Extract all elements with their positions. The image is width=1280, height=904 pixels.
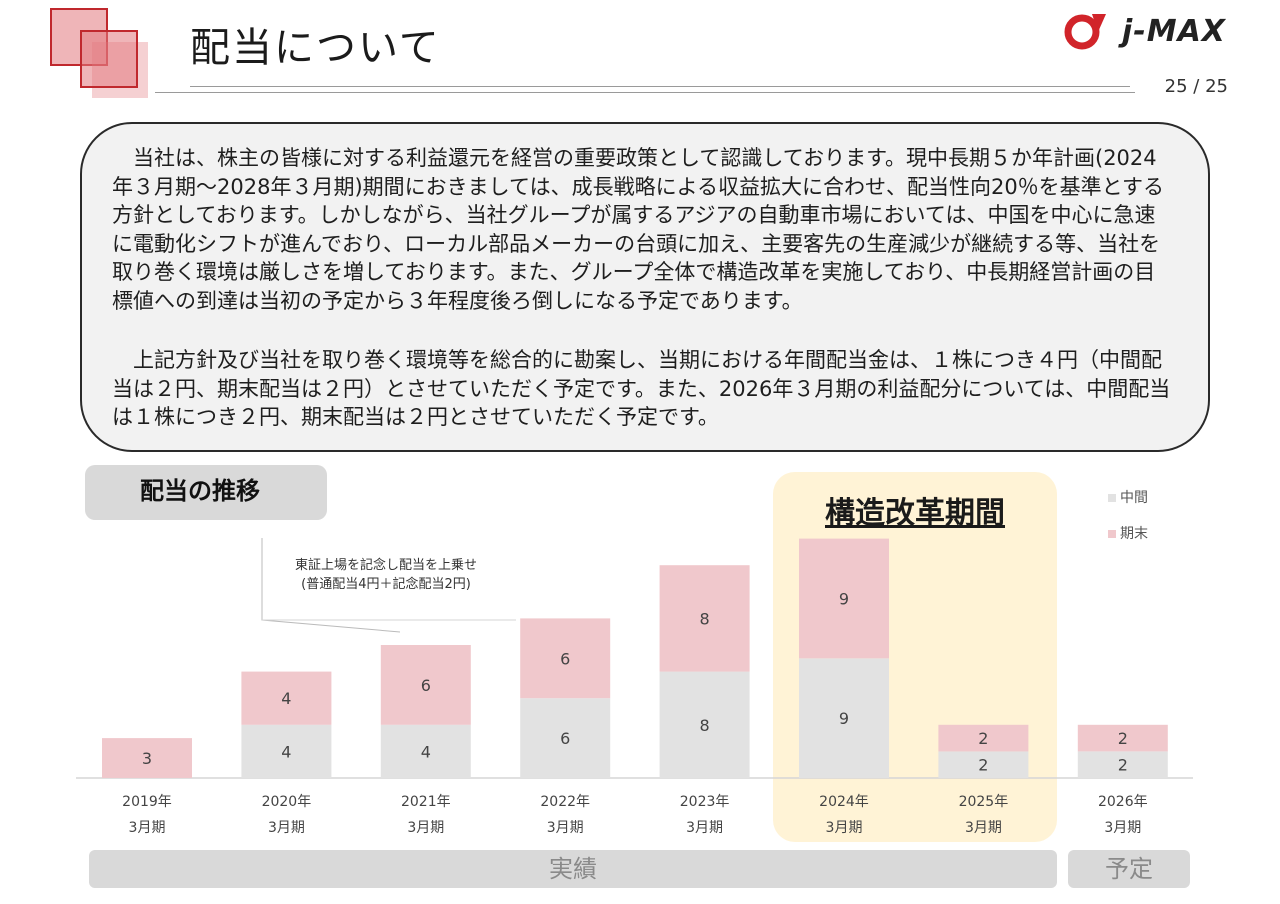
data-label: 4 bbox=[281, 742, 291, 761]
bar-segment-interim bbox=[659, 671, 750, 778]
data-label: 3 bbox=[142, 749, 152, 768]
bar-segment-year-end bbox=[938, 724, 1029, 752]
policy-paragraph: 当社は、株主の皆様に対する利益還元を経営の重要政策として認識しております。現中長… bbox=[112, 146, 1165, 313]
x-tick-label: 3月期 bbox=[1104, 820, 1141, 836]
bar-segment-interim bbox=[241, 724, 332, 778]
x-tick-label: 2020年 bbox=[262, 794, 312, 810]
x-tick-label: 2019年 bbox=[122, 794, 172, 810]
x-tick-label: 3月期 bbox=[268, 820, 305, 836]
data-label: 2 bbox=[978, 729, 988, 748]
page-title: 配当について bbox=[190, 25, 441, 71]
x-tick-label: 3月期 bbox=[686, 820, 723, 836]
bar-segment-interim bbox=[799, 658, 889, 778]
bar-segment-year-end bbox=[380, 645, 471, 725]
x-tick-label: 3月期 bbox=[547, 820, 584, 836]
data-label: 4 bbox=[421, 742, 431, 761]
logo-ring-icon bbox=[1064, 14, 1100, 50]
bar-segment-interim bbox=[520, 698, 611, 778]
x-tick-label: 3月期 bbox=[826, 820, 863, 836]
bar-segment-year-end bbox=[520, 618, 611, 699]
dividend-policy-box: 当社は、株主の皆様に対する利益還元を経営の重要政策として認識しております。現中長… bbox=[80, 122, 1210, 452]
bar-segment-year-end bbox=[241, 671, 332, 725]
bar-segment-year-end bbox=[102, 738, 192, 778]
title-divider bbox=[190, 86, 1130, 87]
x-tick-label: 3月期 bbox=[965, 820, 1002, 836]
data-label: 6 bbox=[421, 676, 431, 695]
x-tick-label: 2022年 bbox=[540, 794, 590, 810]
data-label: 2 bbox=[978, 756, 988, 775]
data-label: 9 bbox=[839, 709, 849, 728]
x-tick-label: 2021年 bbox=[401, 794, 451, 810]
logo-text: j-MAX bbox=[1122, 14, 1226, 49]
x-tick-label: 3月期 bbox=[407, 820, 444, 836]
policy-paragraph: 上記方針及び当社を取り巻く環境等を総合的に勘案し、当期における年間配当金は、１株… bbox=[112, 348, 1171, 430]
title-divider bbox=[155, 92, 1135, 93]
bar-segment-interim bbox=[380, 724, 471, 778]
legend-item-interim: 中間 bbox=[1108, 487, 1148, 507]
company-logo bbox=[1064, 14, 1106, 50]
bar-segment-year-end bbox=[1077, 724, 1168, 752]
actual-period-band: 実績 bbox=[89, 850, 1057, 888]
bar-segment-year-end bbox=[659, 565, 750, 672]
data-label: 2 bbox=[1118, 756, 1128, 775]
legend-item-year-end: 期末 bbox=[1108, 523, 1148, 543]
logo-arrow-icon bbox=[1092, 14, 1106, 32]
bar-segment-interim bbox=[938, 751, 1029, 778]
planned-period-band: 予定 bbox=[1068, 850, 1190, 888]
section-label: 配当の推移 bbox=[85, 465, 327, 520]
bar-segment-interim bbox=[1077, 751, 1168, 778]
legend-swatch bbox=[1108, 530, 1116, 538]
data-label: 8 bbox=[700, 716, 710, 735]
x-tick-label: 2026年 bbox=[1098, 794, 1148, 810]
data-label: 9 bbox=[839, 589, 849, 608]
annotation-text: 東証上場を記念し配当を上乗せ bbox=[295, 557, 477, 573]
x-tick-label: 2024年 bbox=[819, 794, 869, 810]
data-label: 6 bbox=[560, 649, 570, 668]
data-label: 6 bbox=[560, 729, 570, 748]
data-label: 8 bbox=[700, 609, 710, 628]
x-tick-label: 3月期 bbox=[129, 820, 166, 836]
x-tick-label: 2023年 bbox=[680, 794, 730, 810]
annotation-text: (普通配当4円＋記念配当2円) bbox=[301, 576, 471, 592]
bar-segment-year-end bbox=[799, 538, 889, 659]
page-number: 25 / 25 bbox=[1164, 76, 1228, 97]
reform-period-label: 構造改革期間 bbox=[825, 496, 1005, 531]
legend-label: 期末 bbox=[1120, 526, 1148, 542]
x-tick-label: 2025年 bbox=[959, 794, 1009, 810]
legend-label: 中間 bbox=[1120, 490, 1148, 506]
decorative-square bbox=[80, 30, 138, 88]
data-label: 2 bbox=[1118, 729, 1128, 748]
data-label: 4 bbox=[281, 689, 291, 708]
legend-swatch bbox=[1108, 494, 1116, 502]
